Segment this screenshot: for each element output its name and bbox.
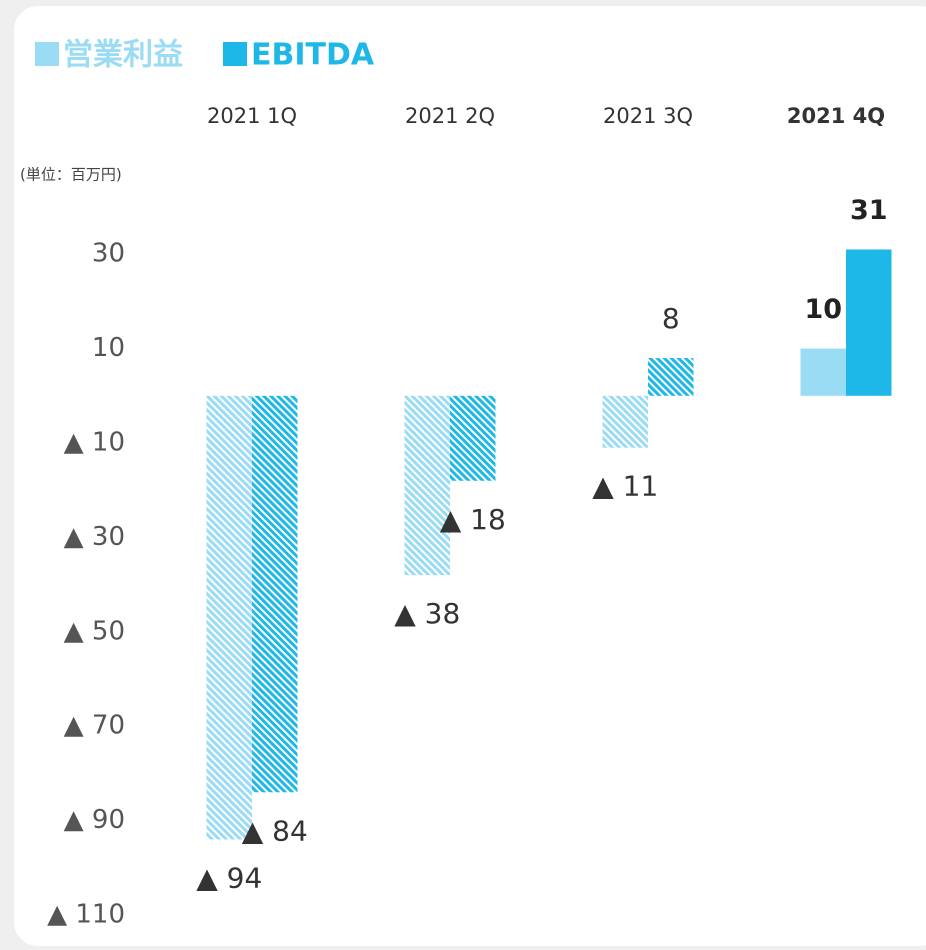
x-tick-label: 2021 3Q <box>603 104 693 128</box>
data-label: ▲ 38 <box>394 597 460 630</box>
legend-swatch <box>35 42 59 66</box>
bar <box>602 395 648 448</box>
bar <box>450 395 496 481</box>
x-tick-label: 2021 1Q <box>207 104 297 128</box>
bar <box>252 395 298 793</box>
bar <box>404 395 450 576</box>
x-tick-label: 2021 2Q <box>405 104 495 128</box>
x-tick-label: 2021 4Q <box>787 104 885 128</box>
y-tick-label: ▲ 90 <box>64 805 125 835</box>
data-label: 31 <box>850 195 888 226</box>
data-label: ▲ 84 <box>242 814 308 847</box>
legend-label: EBITDA <box>251 38 375 73</box>
legend-swatch <box>223 42 247 66</box>
y-tick-label: ▲ 30 <box>64 522 125 552</box>
bar <box>648 358 694 396</box>
y-tick-label: ▲ 10 <box>64 428 125 458</box>
data-label: 10 <box>804 294 842 325</box>
data-label: 8 <box>662 302 680 335</box>
data-label: ▲ 18 <box>440 503 506 536</box>
data-label: ▲ 94 <box>196 861 262 894</box>
y-tick-label: 10 <box>92 333 125 363</box>
bar <box>800 348 846 396</box>
unit-label: (単位：百万円) <box>20 166 122 184</box>
y-tick-label: 30 <box>92 239 125 269</box>
legend-label: 営業利益 <box>63 38 183 73</box>
bar <box>846 249 892 396</box>
bar <box>206 395 252 840</box>
y-tick-label: ▲ 110 <box>47 900 125 930</box>
data-label: ▲ 11 <box>592 470 658 503</box>
y-tick-label: ▲ 50 <box>64 616 125 646</box>
y-tick-label: ▲ 70 <box>64 711 125 741</box>
